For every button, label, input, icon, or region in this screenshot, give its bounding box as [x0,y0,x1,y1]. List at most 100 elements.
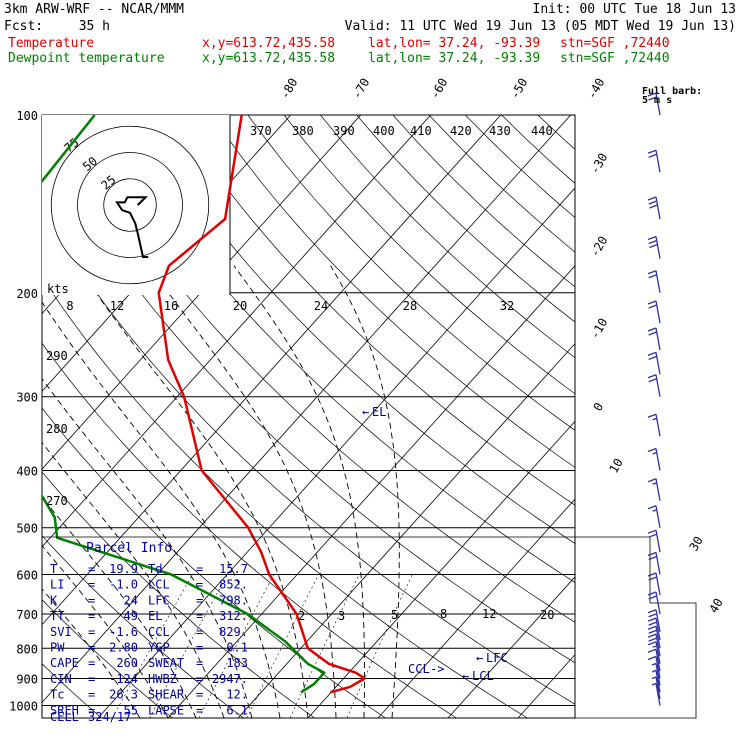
dry-adiabat-line [247,115,575,431]
parcel-field-value: 12. [226,688,248,702]
level-marker-ccl: CCL -> [408,662,444,676]
wind-barb-half [652,645,657,648]
pressure-tick-label: 100 [16,109,38,123]
isotherm-line [0,115,11,718]
parcel-field-label: Tc [50,688,64,702]
parcel-field-sep: = [196,578,203,592]
wind-barb-flag [648,595,657,600]
wind-barb [651,682,661,706]
potential-temperature-label: 370 [250,124,272,138]
parcel-field-label: SREH [50,703,79,717]
wind-barb-staff [655,609,661,632]
parcel-field-value: 15.7 [219,562,248,576]
parcel-field-label: CCL [148,625,170,639]
parcel-field-value: 6.1 [226,703,248,717]
parcel-field-value: 24 [124,593,138,607]
wind-barb-staff [655,300,661,324]
parcel-field-label: LCL [148,578,170,592]
pressure-tick-label: 200 [16,287,38,301]
theta-e-label: 280 [46,422,68,436]
temperature-tick-label: 30 [686,534,705,554]
wind-barb [647,447,661,471]
temperature-profile-line [157,115,366,694]
parcel-field-value: 49 [124,609,138,623]
potential-temperature-label: 380 [292,124,314,138]
moist-adiabat-line [42,441,225,718]
mixing-ratio-label: 12 [482,607,496,621]
temperature-tick-label: -80 [277,76,300,102]
wind-barb-flag [647,572,657,577]
wind-barb-flag [648,613,657,618]
pressure-tick-label: 1000 [9,699,38,713]
init-time: Init: 00 UTC Tue 18 Jun 13 [532,2,737,17]
legend-temperature-station: stn=SGF ,72440 [560,36,670,51]
wind-barb-staff [655,641,661,664]
dry-adiabat-line [211,115,575,468]
wind-barb-flag [647,235,657,241]
hodograph-ring [103,178,157,232]
hodograph-trace [115,196,149,258]
speed-axis-label: 16 [164,299,178,313]
wind-barb-staff [655,414,661,437]
parcel-field-label: YGP [148,641,170,655]
wind-barb [647,327,661,351]
wind-barb [647,572,661,596]
wind-barb [647,235,661,259]
isotherm-line [167,265,575,718]
dry-adiabat-line [465,115,575,219]
parcel-field-label: T [50,562,57,576]
wind-barb-flag [647,529,657,534]
mixing-ratio-label: 20 [540,608,554,622]
dry-adiabat-line [42,342,457,718]
wind-barb-staff [655,656,661,679]
dry-adiabat-line [42,535,244,718]
dry-adiabat-line [283,115,575,395]
dry-adiabat-line [647,115,740,718]
dry-adiabat-line [102,115,575,583]
wind-barb-flag [648,153,657,158]
temperature-tick-label: 40 [706,596,725,616]
wind-barb [647,641,661,664]
dry-adiabat-line [139,115,575,544]
moist-adiabat-line [42,496,197,718]
dry-adiabat-line [42,471,315,718]
dry-adiabat-line [356,115,575,323]
wind-barb-flag [647,591,657,596]
dewpoint-profile-line [42,115,326,694]
wind-barb-flag [647,551,657,557]
wind-barb-staff [655,448,661,471]
level-arrow: ← [462,669,469,683]
wind-barb-staff [655,327,661,351]
dry-adiabat-line [42,276,528,718]
wind-barb-flag [647,625,657,630]
wind-barb-flag [649,204,658,209]
wind-barb [647,374,661,397]
parcel-field-label: SHEAR [148,688,185,702]
parcel-field-label: SVI [50,625,72,639]
parcel-field-value: 183 [226,656,248,670]
mixing-ratio-label: 3 [338,609,345,623]
parcel-field-value: 55 [124,703,138,717]
parcel-field-sep: = [88,609,95,623]
potential-temperature-label: 410 [410,124,432,138]
wind-barb-flag [648,533,657,538]
isotherm-line [588,115,740,718]
wind-barb [647,633,661,657]
wind-barb-flag [648,200,657,205]
parcel-field-label: Td [148,562,162,576]
wind-barb-half [652,451,657,455]
wind-barb-staff [655,649,661,672]
wind-barb-flag [647,270,657,275]
wind-barb-flag [647,196,657,201]
parcel-field-label: CIN [50,672,72,686]
parcel-field-sep: = [88,672,95,686]
forecast-label: Fcst: [4,19,44,34]
temperature-tick-label: -50 [507,76,530,102]
mixing-ratio-label: 2 [298,609,305,623]
wind-barb-staff [655,618,661,641]
parcel-field-label: LI [50,578,64,592]
wind-barb-flag [647,351,657,357]
parcel-field-sep: = [196,609,203,623]
wind-barb-flag [647,633,657,638]
moist-adiabat-line [148,265,337,718]
